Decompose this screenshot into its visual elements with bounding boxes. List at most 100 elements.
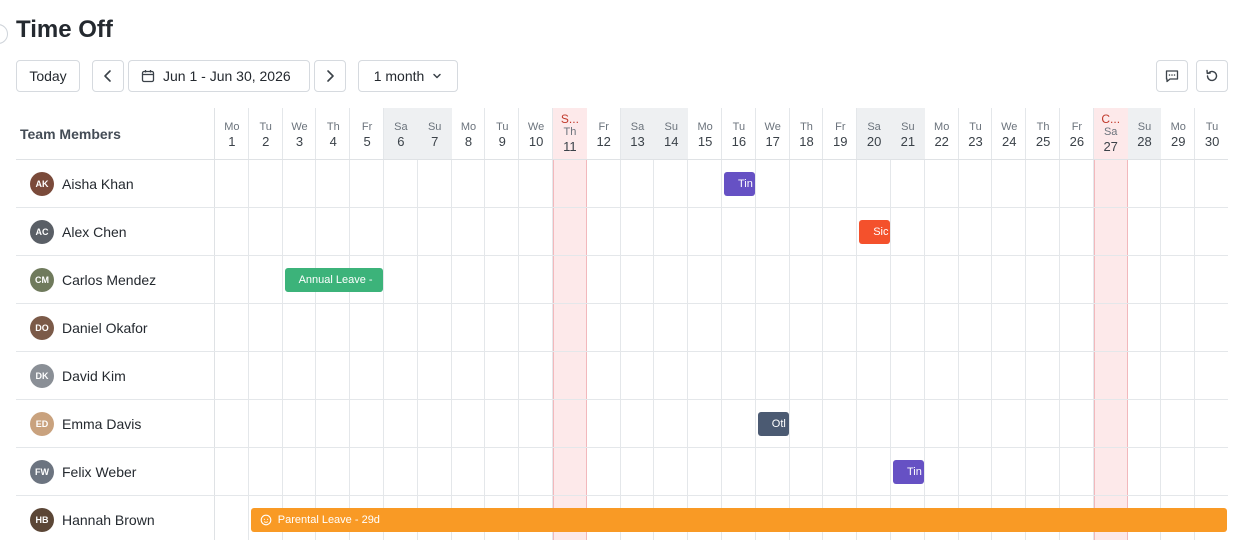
team-member[interactable]: FW Felix Weber — [16, 448, 215, 495]
day-column — [823, 108, 858, 540]
weekday-label: Mo — [1170, 121, 1186, 133]
team-member[interactable]: ED Emma Davis — [16, 400, 215, 447]
member-name: Daniel Okafor — [62, 319, 148, 336]
day-column — [1026, 108, 1060, 540]
view-range-select[interactable]: 1 month — [358, 60, 458, 92]
day-column — [283, 108, 317, 540]
holiday-name[interactable]: C... — [1101, 112, 1121, 126]
day-header: Th 4 — [316, 108, 351, 160]
weekday-label: Th — [326, 121, 340, 133]
day-column — [418, 108, 452, 540]
message-icon — [1165, 70, 1179, 83]
day-header: Fr 5 — [350, 108, 384, 160]
day-number: 12 — [596, 134, 611, 149]
weekday-label: Th — [1036, 121, 1050, 133]
day-header: Tu 2 — [248, 108, 283, 160]
day-header: Mo 1 — [215, 108, 249, 160]
weekday-label: Th — [563, 126, 577, 138]
timeoff-grid: Team Members Mo 1 Tu 2 We 3 Th 4 Fr 5 Sa 6 Su 7 Mo 8 Tu 9… — [16, 108, 1228, 540]
day-header: We 3 — [282, 108, 317, 160]
day-column — [350, 108, 384, 540]
holiday-name[interactable]: S... — [560, 112, 579, 126]
day-number: 5 — [363, 134, 371, 149]
member-name: Carlos Mendez — [62, 271, 157, 288]
day-number: 25 — [1035, 134, 1051, 149]
weekday-label: Mo — [460, 121, 477, 133]
time-off-bar[interactable]: Parental Leave - 29d — [250, 508, 1227, 532]
weekday-label: Sa — [394, 121, 408, 133]
weekday-label: Sa — [867, 121, 881, 133]
time-off-bar-label: Tin — [907, 466, 922, 478]
team-member[interactable]: CM Carlos Mendez — [16, 256, 215, 303]
day-column — [485, 108, 520, 540]
day-column — [384, 108, 418, 540]
weekday-label: Tu — [732, 121, 746, 133]
team-member[interactable]: AC Alex Chen — [16, 208, 215, 255]
holiday-column — [1093, 108, 1128, 540]
weekday-label: Su — [901, 121, 915, 133]
weekday-label: We — [1001, 121, 1018, 133]
day-column — [925, 108, 959, 540]
weekday-label: Tu — [1205, 121, 1219, 133]
day-number: 13 — [630, 134, 645, 149]
team-member[interactable]: DO Daniel Okafor — [16, 304, 215, 351]
edge-toggle-circle[interactable] — [0, 24, 8, 44]
comments-button[interactable] — [1156, 60, 1188, 92]
day-number: 18 — [799, 134, 814, 149]
day-header: Mo 22 — [924, 108, 959, 160]
today-button[interactable]: Today — [16, 60, 80, 92]
weekday-label: Tu — [496, 121, 509, 133]
holiday-day-header: C... Sa 27 — [1093, 108, 1128, 160]
day-header: Su 21 — [891, 108, 925, 160]
day-column — [722, 108, 756, 540]
member-name: Aisha Khan — [62, 175, 134, 192]
chevron-down-icon — [433, 73, 442, 79]
day-number: 3 — [295, 134, 304, 149]
time-off-bar-label: Otl — [771, 418, 786, 430]
chevron-right-icon — [327, 70, 334, 82]
day-number: 9 — [498, 134, 506, 149]
time-off-bar[interactable]: Otl — [757, 412, 789, 436]
day-number: 24 — [1002, 134, 1017, 149]
day-header: Fr 12 — [586, 108, 621, 160]
member-name: David Kim — [62, 367, 126, 384]
team-member[interactable]: HB Hannah Brown — [16, 496, 215, 540]
weekday-label: Mo — [224, 121, 240, 133]
day-column — [587, 108, 621, 540]
time-off-bar-label: Parental Leave - 29d — [277, 514, 380, 526]
time-off-bar[interactable]: Tin — [893, 460, 924, 484]
refresh-icon — [1206, 69, 1218, 82]
day-column — [992, 108, 1027, 540]
day-header: We 17 — [755, 108, 790, 160]
day-number: 30 — [1204, 134, 1220, 149]
time-off-bar[interactable]: Sic — [859, 220, 890, 244]
time-off-bar-label: Sic — [873, 226, 889, 238]
avatar: AK — [30, 171, 54, 196]
team-member[interactable]: DK David Kim — [16, 352, 215, 399]
day-header: Sa 20 — [857, 108, 891, 160]
member-name: Felix Weber — [62, 463, 137, 480]
day-number: 8 — [464, 134, 473, 149]
weekday-label: Mo — [934, 121, 950, 133]
weekday-label: Su — [427, 121, 442, 133]
time-off-bar[interactable]: Tin — [724, 172, 755, 196]
weekday-label: We — [527, 121, 545, 133]
day-number: 15 — [697, 134, 713, 149]
day-number: 20 — [866, 134, 882, 149]
weekday-label: Tu — [969, 121, 982, 133]
team-member[interactable]: AK Aisha Khan — [16, 160, 215, 207]
weekday-label: Mo — [697, 121, 713, 133]
day-number: 4 — [329, 134, 337, 149]
member-row: ED Emma Davis — [16, 400, 1228, 448]
previous-period-button[interactable] — [92, 60, 124, 92]
day-number: 6 — [397, 134, 405, 149]
member-row: DK David Kim — [16, 352, 1228, 400]
next-period-button[interactable] — [314, 60, 346, 92]
avatar: CM — [30, 267, 54, 292]
member-name: Hannah Brown — [62, 511, 155, 528]
refresh-button[interactable] — [1196, 60, 1228, 92]
weekday-label: Fr — [835, 121, 846, 133]
date-range-picker[interactable]: Jun 1 - Jun 30, 2026 — [128, 60, 310, 92]
calendar-icon — [141, 70, 155, 83]
time-off-bar[interactable]: Annual Leave - — [284, 268, 383, 292]
